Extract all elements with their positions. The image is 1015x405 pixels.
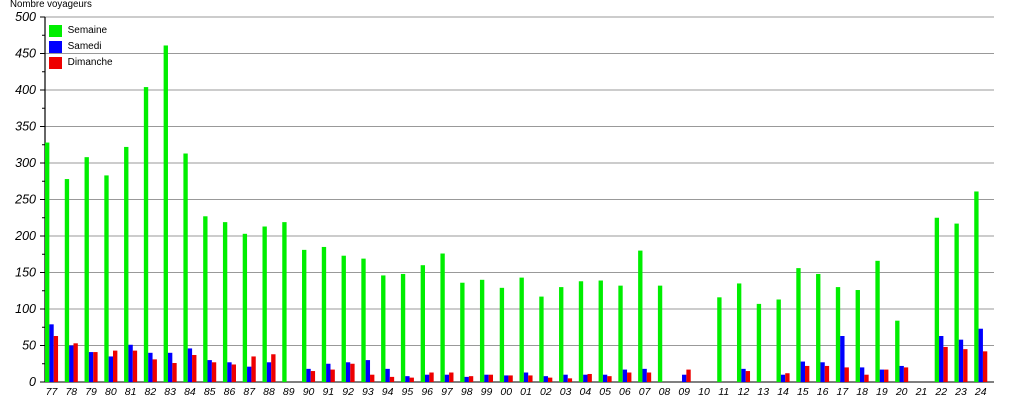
svg-text:200: 200 [14, 229, 36, 243]
svg-text:08: 08 [659, 386, 671, 398]
svg-text:300: 300 [15, 156, 36, 170]
svg-text:88: 88 [263, 386, 275, 398]
svg-text:500: 500 [15, 10, 36, 24]
svg-text:96: 96 [421, 386, 433, 398]
svg-text:89: 89 [283, 386, 295, 398]
svg-text:450: 450 [15, 47, 36, 61]
svg-text:80: 80 [105, 386, 117, 398]
svg-text:50: 50 [22, 339, 36, 353]
svg-text:84: 84 [184, 386, 196, 398]
svg-text:97: 97 [441, 386, 454, 398]
svg-text:06: 06 [619, 386, 631, 398]
svg-text:11: 11 [718, 386, 729, 398]
svg-text:82: 82 [145, 386, 157, 398]
svg-text:78: 78 [65, 386, 77, 398]
svg-text:22: 22 [934, 386, 947, 398]
svg-text:87: 87 [243, 386, 256, 398]
svg-text:85: 85 [204, 386, 216, 398]
svg-text:90: 90 [303, 386, 315, 398]
svg-text:350: 350 [15, 120, 36, 134]
svg-text:95: 95 [402, 386, 414, 398]
svg-text:03: 03 [560, 386, 572, 398]
svg-text:79: 79 [85, 386, 97, 398]
svg-text:91: 91 [322, 386, 334, 398]
svg-text:18: 18 [856, 386, 868, 398]
svg-text:21: 21 [915, 386, 928, 398]
svg-text:94: 94 [382, 386, 394, 398]
svg-text:05: 05 [599, 386, 611, 398]
svg-text:99: 99 [481, 386, 493, 398]
svg-text:09: 09 [678, 386, 690, 398]
svg-text:24: 24 [974, 386, 987, 398]
svg-text:13: 13 [757, 386, 769, 398]
svg-text:00: 00 [500, 386, 512, 398]
svg-text:07: 07 [639, 386, 652, 398]
svg-text:01: 01 [520, 386, 532, 398]
svg-text:92: 92 [342, 386, 354, 398]
svg-text:20: 20 [895, 386, 908, 398]
svg-text:400: 400 [15, 83, 36, 97]
svg-text:10: 10 [698, 386, 710, 398]
svg-text:14: 14 [777, 386, 789, 398]
svg-text:17: 17 [837, 386, 850, 398]
svg-text:12: 12 [738, 386, 750, 398]
svg-text:150: 150 [15, 266, 36, 280]
svg-text:0: 0 [29, 375, 36, 389]
svg-text:16: 16 [817, 386, 829, 398]
svg-text:250: 250 [14, 193, 36, 207]
svg-text:77: 77 [46, 386, 59, 398]
svg-text:19: 19 [876, 386, 888, 398]
svg-text:83: 83 [164, 386, 176, 398]
svg-text:86: 86 [224, 386, 236, 398]
svg-text:100: 100 [15, 302, 36, 316]
svg-text:93: 93 [362, 386, 374, 398]
svg-text:02: 02 [540, 386, 552, 398]
svg-text:04: 04 [579, 386, 591, 398]
svg-text:15: 15 [797, 386, 809, 398]
svg-text:98: 98 [461, 386, 473, 398]
svg-text:81: 81 [125, 386, 137, 398]
svg-text:23: 23 [954, 386, 967, 398]
